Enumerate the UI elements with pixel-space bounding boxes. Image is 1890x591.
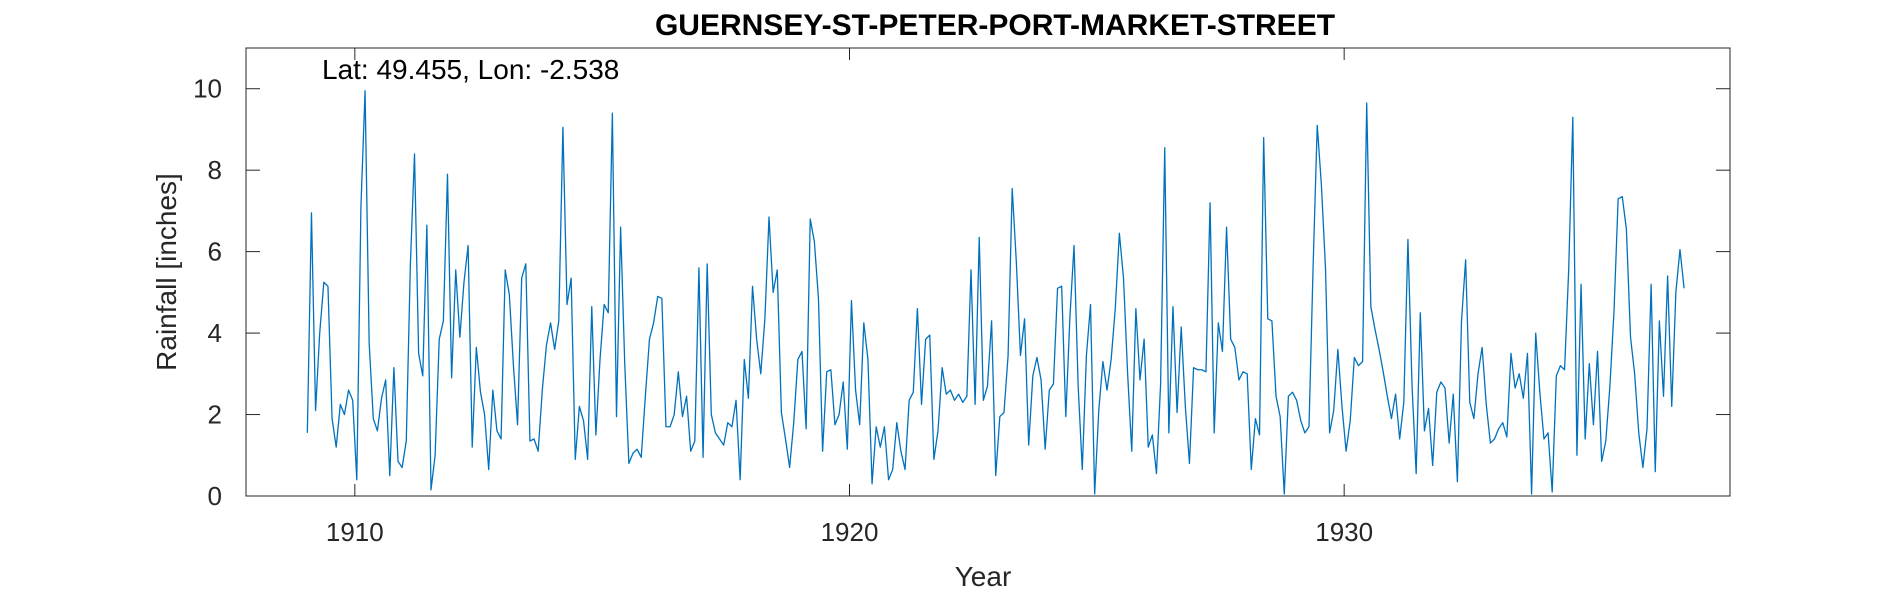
y-tick-label: 2 (208, 400, 222, 430)
plot-area (245, 47, 1731, 497)
x-axis: 1910 1920 1930 (326, 48, 1373, 547)
y-tick-label: 6 (208, 237, 222, 267)
y-tick-label: 8 (208, 155, 222, 185)
location-annotation: Lat: 49.455, Lon: -2.538 (322, 54, 619, 85)
rainfall-series-line (306, 90, 1685, 495)
y-axis: 0 2 4 6 8 10 (193, 74, 1730, 511)
x-axis-label: Year (955, 561, 1012, 591)
x-tick-label: 1920 (821, 517, 879, 547)
y-tick-label: 0 (208, 481, 222, 511)
y-tick-label: 10 (193, 74, 222, 104)
x-tick-label: 1910 (326, 517, 384, 547)
y-tick-label: 4 (208, 318, 222, 348)
x-tick-label: 1930 (1315, 517, 1373, 547)
chart-title: GUERNSEY-ST-PETER-PORT-MARKET-STREET (655, 9, 1335, 42)
y-axis-label: Rainfall [inches] (151, 173, 182, 371)
